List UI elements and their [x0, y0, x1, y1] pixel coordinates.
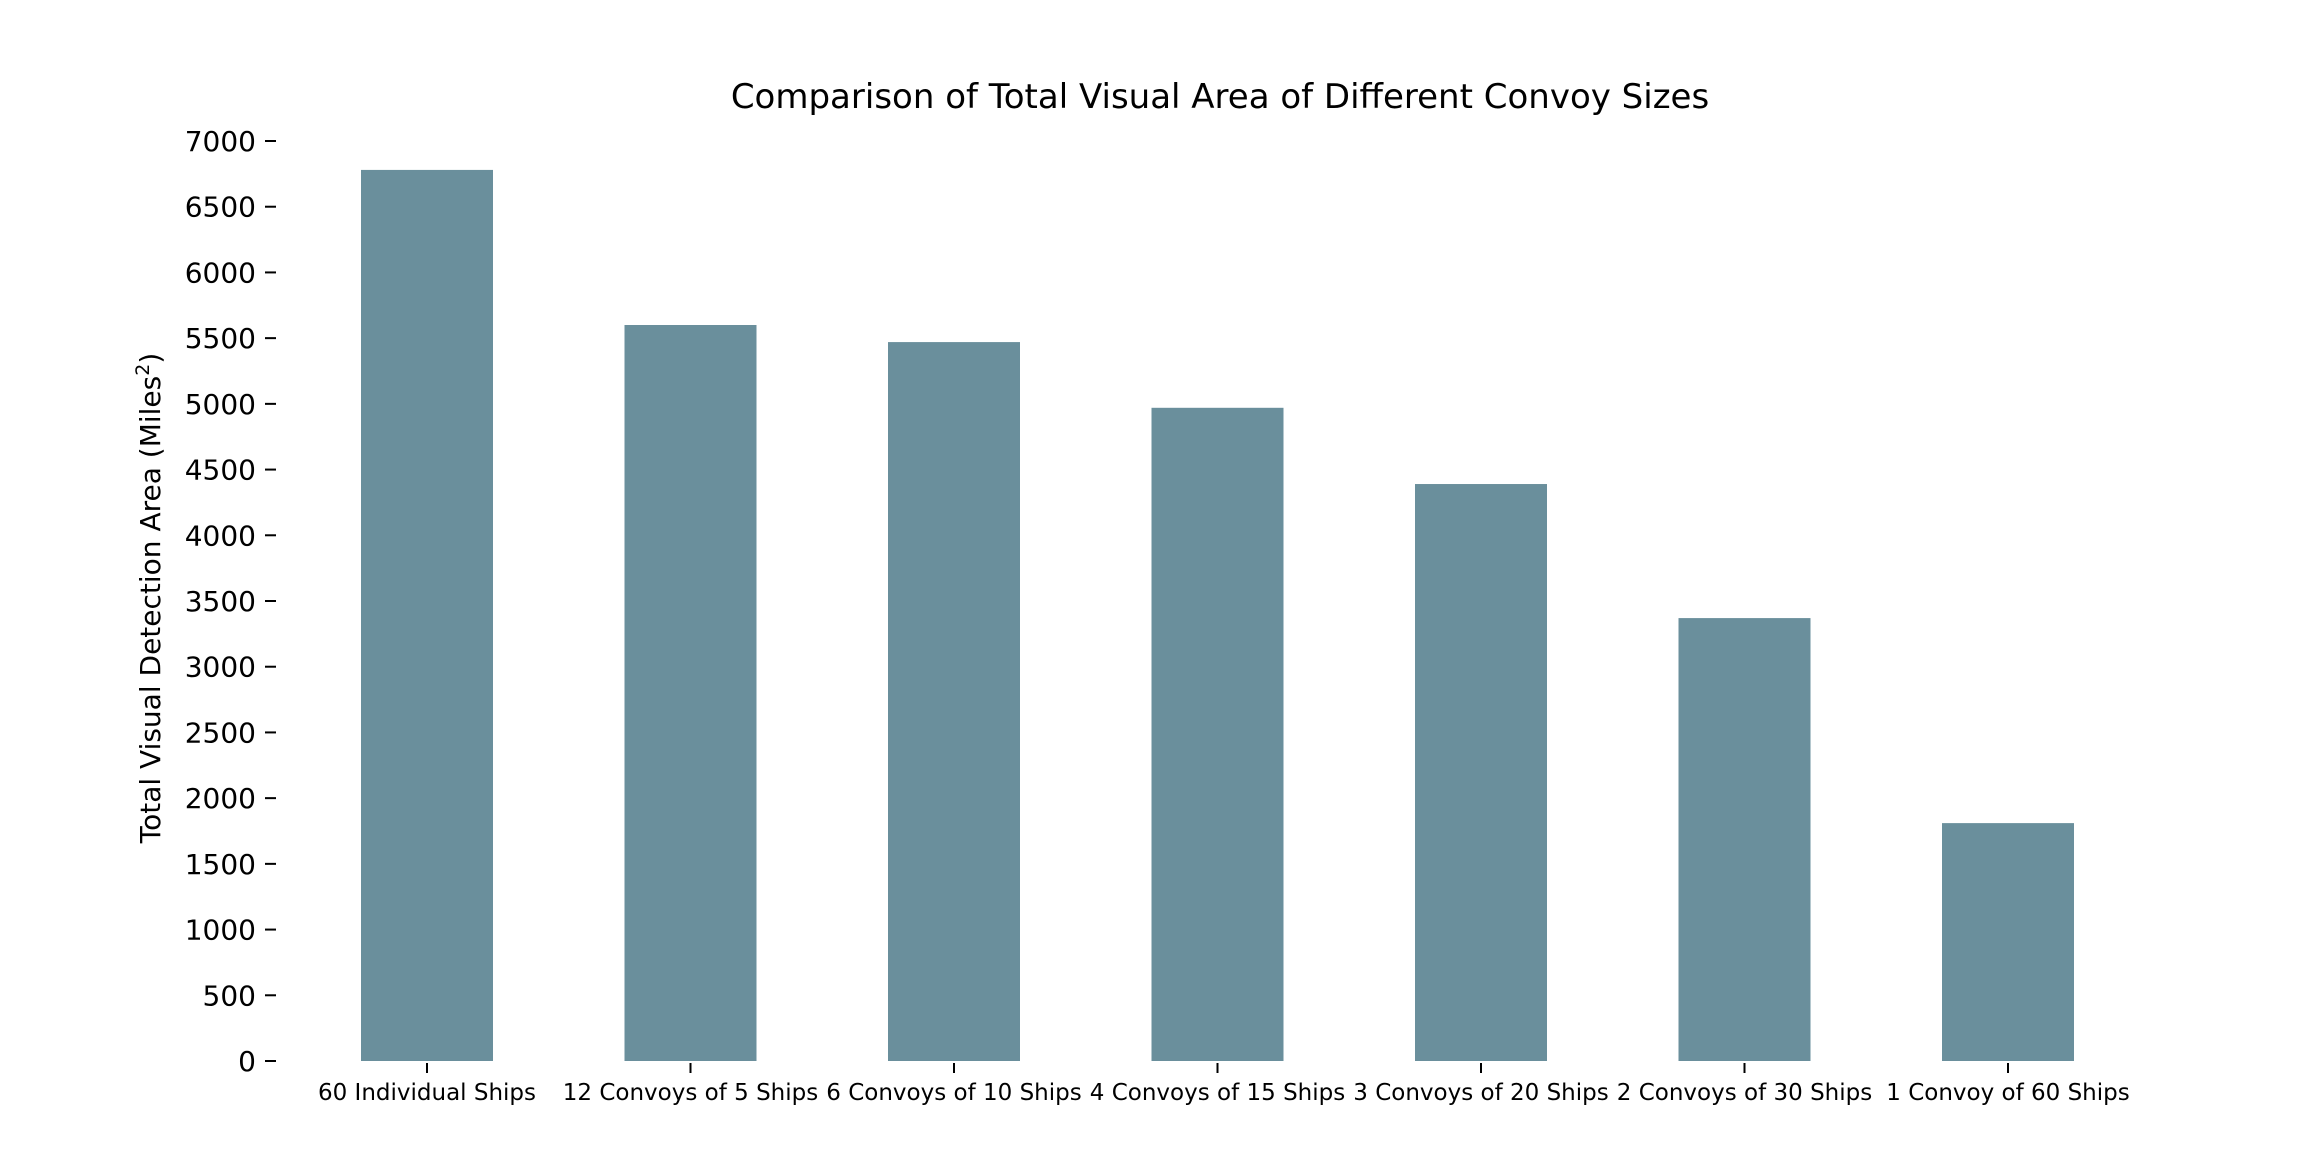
chart-title: Comparison of Total Visual Area of Diffe…: [731, 77, 1709, 117]
bar: [888, 342, 1020, 1062]
y-axis-ticks: 0 500 1000 1500 2000 2500 3000 3500 4000 4500 5000…: [185, 125, 276, 1078]
bar: [1415, 484, 1547, 1061]
x-tick-label: 12 Convoys of 5 Ships: [563, 1080, 818, 1106]
y-tick-label: 500: [203, 979, 256, 1012]
x-tick-label: 1 Convoy of 60 Ships: [1886, 1080, 2129, 1106]
y-tick-label: 1500: [185, 848, 256, 881]
x-axis-ticks: 60 Individual Ships 12 Convoys of 5 Ships…: [318, 1063, 2130, 1106]
y-tick-label: 7000: [185, 125, 256, 158]
y-tick-label: 3000: [185, 651, 256, 684]
bar: [361, 169, 493, 1061]
x-tick-label: 4 Convoys of 15 Ships: [1090, 1080, 1345, 1106]
x-tick-label: 2 Convoys of 30 Ships: [1617, 1080, 1872, 1106]
y-tick-label: 3500: [185, 585, 256, 618]
y-axis-label-superscript: 2: [132, 364, 154, 376]
y-tick-label: 4000: [185, 519, 256, 552]
y-tick-label: 6000: [185, 256, 256, 289]
y-axis-label-suffix: ): [134, 353, 167, 364]
y-tick-label: 2500: [185, 716, 256, 749]
x-tick-label: 6 Convoys of 10 Ships: [826, 1080, 1081, 1106]
x-tick-label: 60 Individual Ships: [318, 1080, 536, 1106]
bar: [624, 325, 757, 1061]
y-axis-label: Total Visual Detection Area (Miles2): [132, 353, 167, 845]
x-tick-label: 3 Convoys of 20 Ships: [1353, 1080, 1608, 1106]
bar: [1678, 618, 1811, 1061]
bar: [1942, 823, 2074, 1061]
bar-series: [361, 169, 2074, 1062]
y-tick-label: 0: [238, 1045, 256, 1078]
y-tick-label: 5000: [185, 388, 256, 421]
y-tick-label: 4500: [185, 454, 256, 487]
y-tick-label: 1000: [185, 914, 256, 947]
bar: [1151, 407, 1284, 1061]
y-axis-label-main: Total Visual Detection Area (Miles: [134, 376, 167, 845]
y-tick-label: 5500: [185, 322, 256, 355]
y-tick-label: 2000: [185, 782, 256, 815]
y-tick-label: 6500: [185, 191, 256, 224]
